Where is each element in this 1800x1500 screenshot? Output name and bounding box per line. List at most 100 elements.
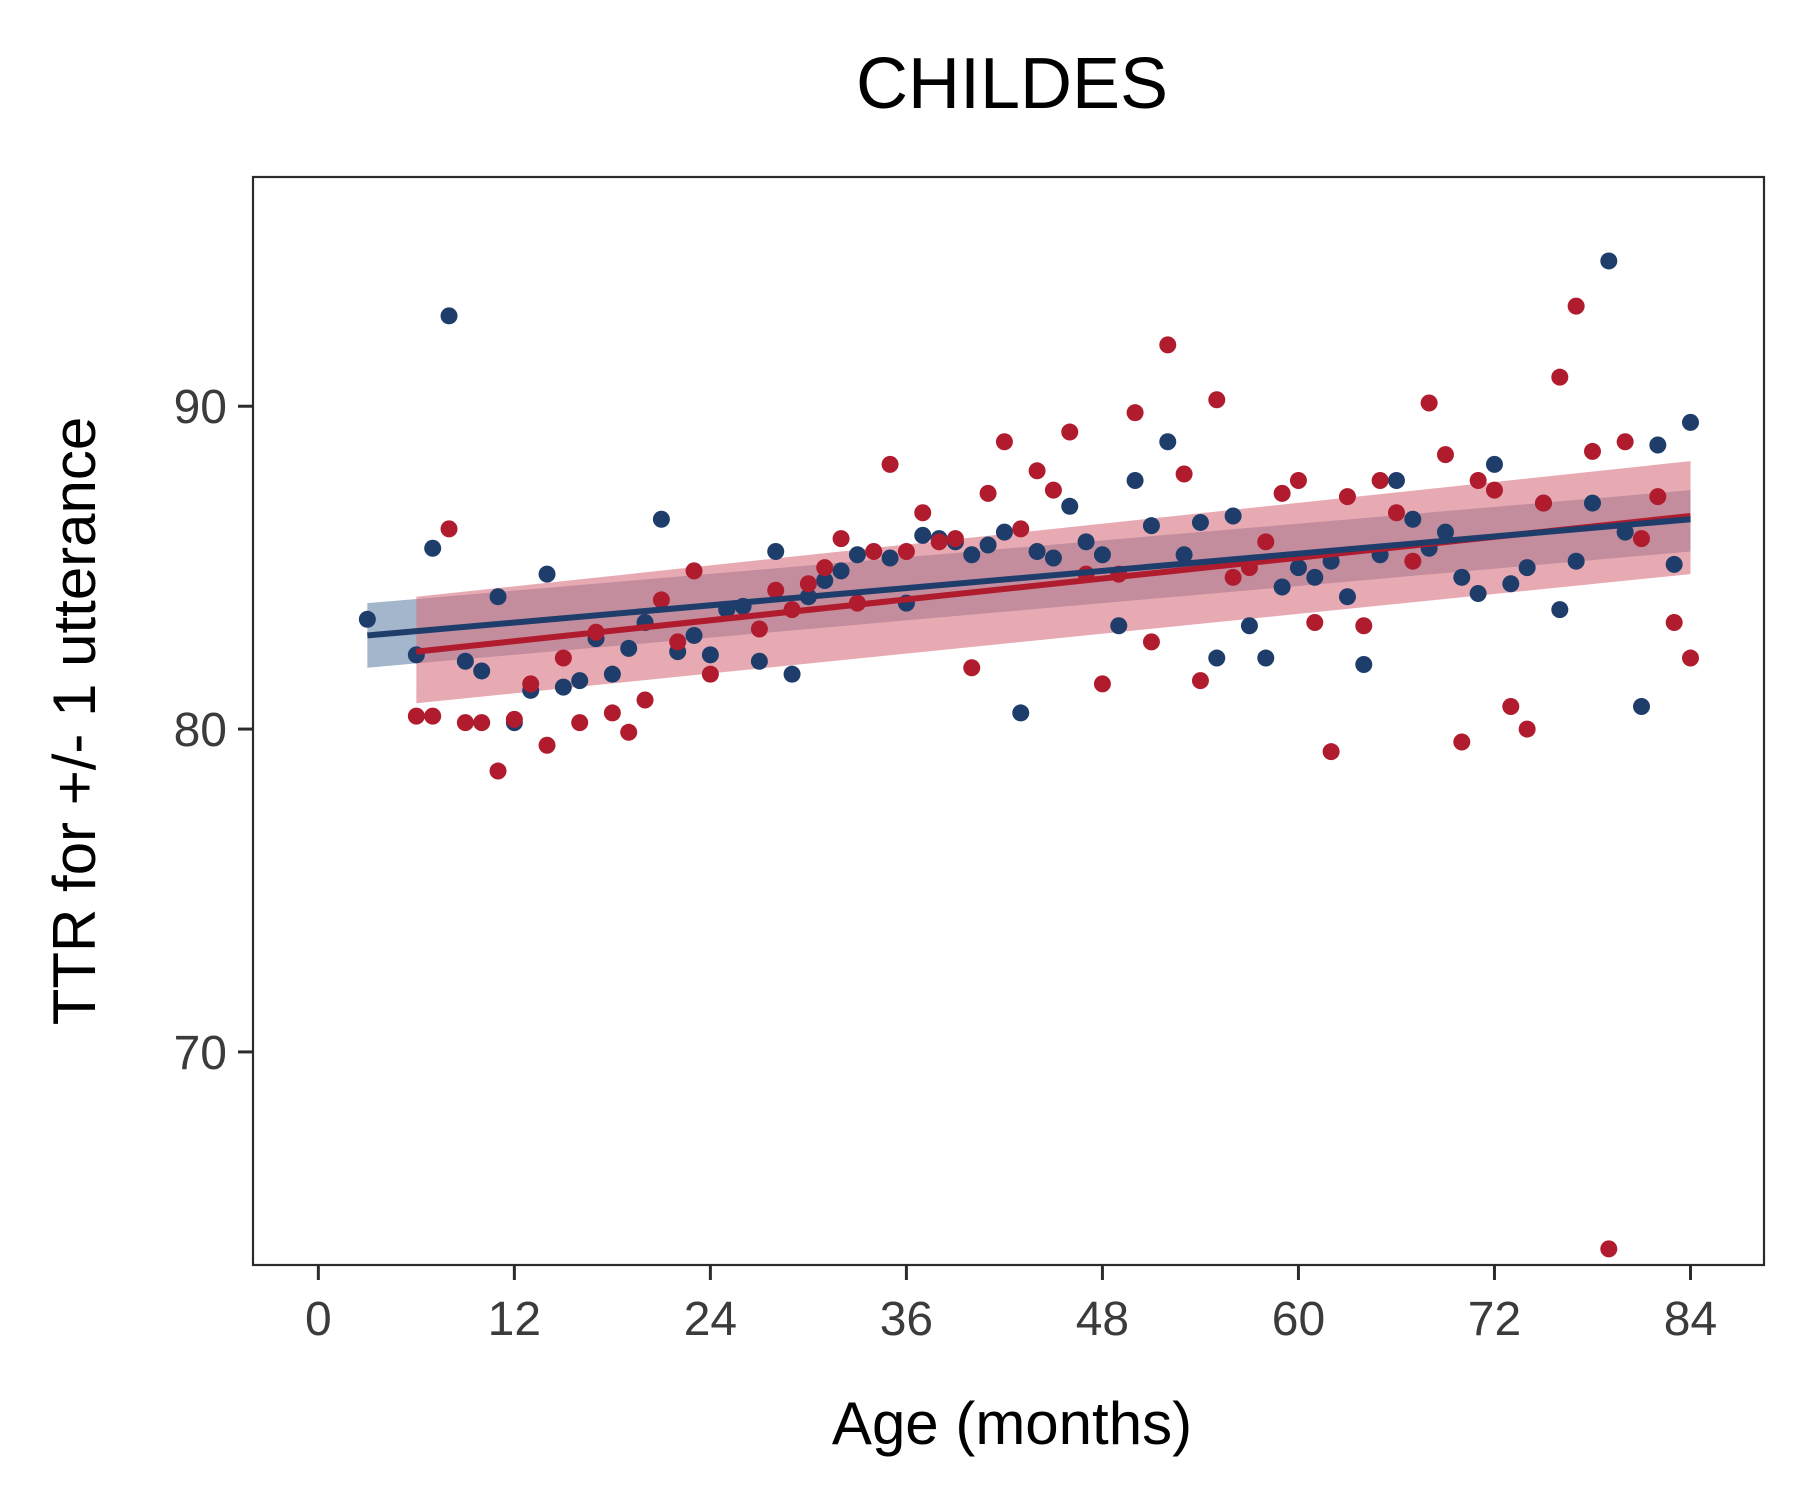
data-point (816, 572, 834, 590)
data-point (1044, 549, 1062, 567)
data-point (1387, 504, 1405, 522)
data-point (1681, 649, 1699, 667)
data-point (1567, 297, 1585, 315)
data-point (1420, 394, 1438, 412)
data-point (897, 543, 915, 561)
data-point (1289, 559, 1307, 577)
data-point (1142, 517, 1160, 535)
data-point (571, 672, 589, 690)
fit-lines (367, 513, 1691, 655)
data-point (1126, 471, 1144, 489)
data-point (1436, 446, 1454, 464)
data-point (1649, 488, 1667, 506)
data-point (1583, 494, 1601, 512)
data-point (1583, 442, 1601, 460)
data-point (489, 588, 507, 606)
data-point (1028, 462, 1046, 480)
data-point (701, 665, 719, 683)
data-point (685, 562, 703, 580)
data-point (1567, 552, 1585, 570)
data-point (1355, 617, 1373, 635)
x-tick-label: 48 (1076, 1293, 1129, 1346)
data-point (1028, 543, 1046, 561)
x-tick-label: 36 (880, 1293, 933, 1346)
data-point (1061, 423, 1079, 441)
data-point (1534, 494, 1552, 512)
x-tick-label: 0 (305, 1293, 332, 1346)
data-point (1012, 704, 1030, 722)
data-point (995, 523, 1013, 541)
data-point (522, 675, 540, 693)
data-point (1371, 471, 1389, 489)
data-point (1404, 552, 1422, 570)
data-point (979, 484, 997, 502)
data-point (914, 504, 932, 522)
data-point (750, 652, 768, 670)
data-point (1502, 697, 1520, 715)
data-point (1616, 433, 1634, 451)
x-axis: 0 12 24 36 48 60 72 84 (305, 1265, 1717, 1346)
data-point (1257, 533, 1275, 551)
x-tick-label: 84 (1664, 1293, 1717, 1346)
x-tick-label: 12 (488, 1293, 541, 1346)
x-tick-label: 72 (1468, 1293, 1521, 1346)
data-point (1404, 510, 1422, 528)
data-point (1110, 617, 1128, 635)
data-point (685, 626, 703, 644)
data-point (456, 652, 474, 670)
data-point (1224, 507, 1242, 525)
data-point (473, 714, 491, 732)
data-point (832, 562, 850, 580)
data-point (881, 455, 899, 473)
data-point (554, 649, 572, 667)
data-point (440, 307, 458, 325)
data-point (767, 543, 785, 561)
data-point (946, 530, 964, 548)
data-point (1338, 588, 1356, 606)
data-point (620, 639, 638, 657)
data-point (1453, 568, 1471, 586)
data-point (1093, 675, 1111, 693)
data-point (1600, 252, 1618, 270)
data-point (979, 536, 997, 554)
data-point (816, 559, 834, 577)
data-point (1061, 497, 1079, 515)
data-point (1142, 633, 1160, 651)
data-point (603, 704, 621, 722)
data-point (1175, 546, 1193, 564)
y-tick-label: 70 (174, 1027, 227, 1080)
data-point (1257, 649, 1275, 667)
data-point (750, 620, 768, 638)
data-point (1632, 530, 1650, 548)
data-point (1436, 523, 1454, 541)
data-point (1208, 649, 1226, 667)
data-point (1306, 614, 1324, 632)
chart-title: CHILDES (856, 44, 1168, 124)
data-point (456, 714, 474, 732)
data-point (505, 710, 523, 728)
data-point (848, 546, 866, 564)
data-point (1191, 513, 1209, 531)
data-point (1485, 455, 1503, 473)
data-point (652, 510, 670, 528)
data-point (881, 549, 899, 567)
data-point (963, 659, 981, 677)
data-point (1159, 433, 1177, 451)
data-point (1012, 520, 1030, 538)
data-point (489, 762, 507, 780)
data-point (1665, 614, 1683, 632)
plot-panel (251, 175, 1766, 1267)
fit-line-1 (367, 516, 1691, 639)
data-point (358, 610, 376, 628)
data-point (1665, 555, 1683, 573)
data-point (538, 565, 556, 583)
data-point (1453, 733, 1471, 751)
data-point (1551, 601, 1569, 619)
data-point (1175, 465, 1193, 483)
data-point (603, 665, 621, 683)
data-point (652, 591, 670, 609)
data-point (1289, 471, 1307, 489)
data-point (1518, 559, 1536, 577)
data-point (767, 581, 785, 599)
data-point (1191, 672, 1209, 690)
